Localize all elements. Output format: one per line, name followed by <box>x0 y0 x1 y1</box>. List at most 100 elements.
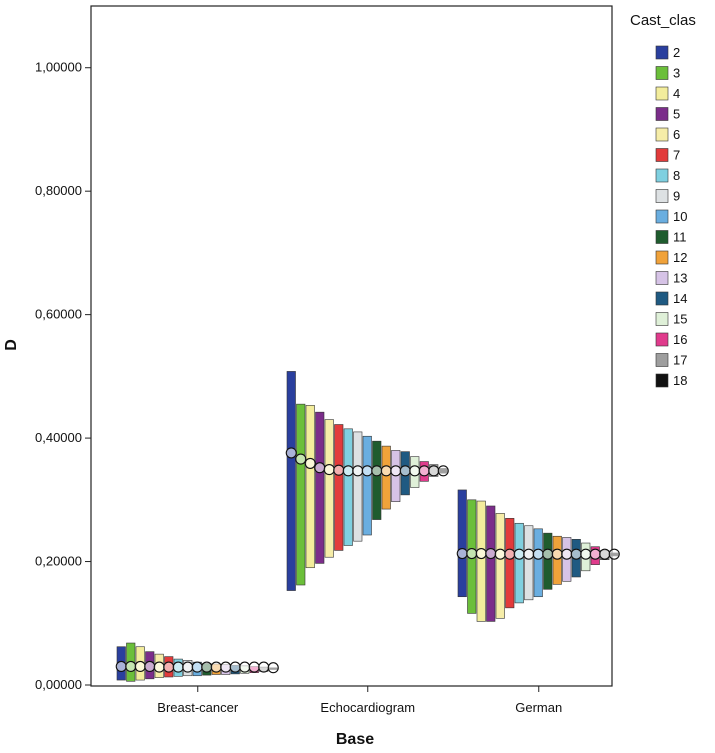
legend-label-17: 17 <box>673 353 687 368</box>
mean-marker-german-8 <box>513 548 525 560</box>
legend-swatch-15 <box>655 312 669 326</box>
mean-marker-german-18 <box>608 548 620 560</box>
mean-marker-german-6 <box>494 548 506 560</box>
legend-swatch-13 <box>655 271 669 285</box>
bar-german-9 <box>524 525 534 601</box>
bar-german-6 <box>495 513 505 619</box>
legend-swatch-2 <box>655 45 669 60</box>
legend-label-11: 11 <box>673 230 687 245</box>
bar-german-10 <box>533 528 543 598</box>
mean-marker-echocardiogram-7 <box>333 464 345 476</box>
y-axis: 0,00000 0,20000 0,40000 0,60000 0,80000 1,000… <box>35 60 91 692</box>
mean-marker-echocardiogram-8 <box>342 465 354 477</box>
bar-echocardiogram-3 <box>296 403 306 586</box>
mean-marker-echocardiogram-10 <box>361 465 373 477</box>
legend-swatch-8 <box>655 168 669 183</box>
mean-marker-breast-cancer-6 <box>153 661 165 673</box>
bar-german-12 <box>552 535 562 585</box>
y-tick-label: 0,20000 <box>35 554 82 569</box>
bar-german-2 <box>457 489 467 598</box>
y-axis-title: D <box>3 339 20 351</box>
mean-marker-breast-cancer-9 <box>182 661 194 673</box>
mean-marker-german-12 <box>551 548 563 560</box>
mean-marker-breast-cancer-13 <box>220 661 232 673</box>
bar-german-4 <box>476 500 486 622</box>
mean-marker-echocardiogram-12 <box>380 465 392 477</box>
mean-marker-breast-cancer-10 <box>191 661 203 673</box>
mean-marker-breast-cancer-17 <box>258 661 270 673</box>
legend-label-13: 13 <box>673 271 687 286</box>
legend-label-10: 10 <box>673 209 687 224</box>
bar-echocardiogram-9 <box>353 431 363 542</box>
mean-marker-echocardiogram-4 <box>304 457 316 469</box>
mean-marker-german-9 <box>523 548 535 560</box>
mean-marker-echocardiogram-14 <box>399 465 411 477</box>
bar-echocardiogram-4 <box>305 405 315 569</box>
mean-markers <box>115 447 620 674</box>
bar-german-5 <box>486 505 496 622</box>
mean-marker-echocardiogram-18 <box>437 465 449 477</box>
y-tick-label: 0,60000 <box>35 307 82 322</box>
x-axis-title: Base <box>336 731 374 748</box>
mean-marker-german-2 <box>456 547 468 560</box>
mean-marker-breast-cancer-4 <box>134 660 146 673</box>
legend-swatch-16 <box>655 332 669 347</box>
legend-label-9: 9 <box>673 189 680 204</box>
legend-label-5: 5 <box>673 107 680 122</box>
mean-marker-breast-cancer-11 <box>201 661 213 673</box>
legend-swatch-12 <box>655 250 669 265</box>
legend-label-8: 8 <box>673 168 680 183</box>
legend-label-3: 3 <box>673 66 680 81</box>
mean-marker-german-10 <box>532 548 544 560</box>
mean-marker-german-5 <box>485 547 497 560</box>
mean-marker-breast-cancer-12 <box>210 661 222 673</box>
bar-echocardiogram-8 <box>343 428 353 546</box>
mean-marker-german-3 <box>466 547 478 560</box>
legend-label-18: 18 <box>673 373 687 388</box>
legend: Cast_clas 2 3 4 5 6 7 8 9 10 11 12 13 14 15 16 17 18 <box>630 12 696 388</box>
mean-marker-breast-cancer-7 <box>163 661 175 673</box>
mean-marker-breast-cancer-16 <box>248 661 260 673</box>
mean-marker-breast-cancer-14 <box>229 661 241 673</box>
mean-marker-breast-cancer-5 <box>144 660 156 673</box>
legend-title: Cast_clas <box>630 12 696 29</box>
bar-echocardiogram-12 <box>381 445 391 510</box>
legend-swatch-18 <box>655 373 669 388</box>
legend-swatch-4 <box>655 86 669 101</box>
mean-marker-breast-cancer-18 <box>267 662 279 674</box>
mean-marker-breast-cancer-3 <box>125 660 137 673</box>
legend-label-15: 15 <box>673 312 687 327</box>
legend-label-14: 14 <box>673 291 687 306</box>
bar-german-11 <box>543 532 553 590</box>
mean-marker-echocardiogram-11 <box>371 465 383 477</box>
x-tick-label: German <box>515 700 562 715</box>
x-axis: Breast-cancer Echocardiogram German <box>157 686 562 715</box>
mean-marker-echocardiogram-15 <box>409 465 421 477</box>
mean-marker-breast-cancer-15 <box>239 661 251 673</box>
legend-swatch-11 <box>655 230 669 244</box>
mean-marker-german-11 <box>542 548 554 560</box>
mean-marker-breast-cancer-8 <box>172 661 184 673</box>
mean-marker-breast-cancer-2 <box>115 660 127 673</box>
legend-swatch-5 <box>655 107 669 121</box>
mean-marker-german-7 <box>504 548 516 560</box>
mean-marker-german-17 <box>599 548 611 560</box>
legend-swatch-14 <box>655 291 669 306</box>
y-tick-label: 0,80000 <box>35 183 82 198</box>
legend-label-16: 16 <box>673 332 687 347</box>
legend-label-2: 2 <box>673 45 680 60</box>
mean-marker-echocardiogram-3 <box>295 453 307 465</box>
bar-echocardiogram-7 <box>334 424 344 551</box>
mean-marker-echocardiogram-17 <box>428 465 440 477</box>
legend-label-6: 6 <box>673 127 680 142</box>
mean-marker-german-13 <box>561 548 573 560</box>
legend-swatch-3 <box>655 66 669 80</box>
x-tick-label: Breast-cancer <box>157 700 239 715</box>
legend-swatch-9 <box>655 189 669 203</box>
x-tick-label: Echocardiogram <box>320 700 415 715</box>
legend-swatch-17 <box>655 353 669 367</box>
bar-echocardiogram-5 <box>315 411 325 564</box>
bar-echocardiogram-10 <box>362 435 372 536</box>
legend-label-4: 4 <box>673 86 680 101</box>
